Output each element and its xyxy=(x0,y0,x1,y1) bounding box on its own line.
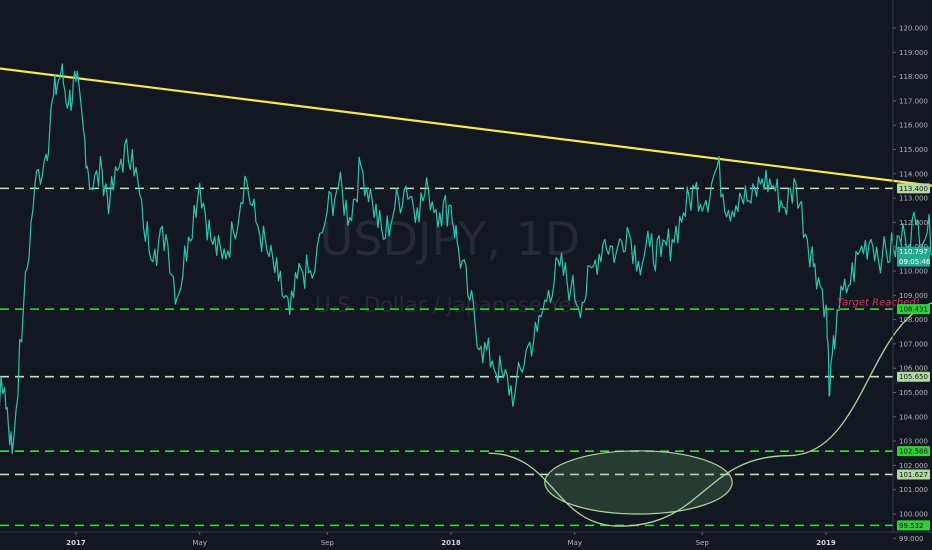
level-badge-label: 102.586 xyxy=(899,448,928,456)
x-tick-label: May xyxy=(193,539,207,547)
usdjpy-price-line xyxy=(0,63,932,454)
y-tick-label: 101.000 xyxy=(899,486,928,494)
y-tick-label: 104.000 xyxy=(899,413,928,421)
x-tick-label: May xyxy=(568,539,582,547)
y-tick-label: 103.000 xyxy=(899,438,928,446)
y-tick-label: 107.000 xyxy=(899,340,928,348)
level-badge-label: 101.627 xyxy=(899,471,928,479)
drawings-layer xyxy=(488,302,932,527)
y-tick-label: 99.000 xyxy=(899,535,924,543)
x-tick-label: 2019 xyxy=(816,539,836,547)
countdown-label: 09:05:46 xyxy=(899,258,931,266)
price-badges: 113.400 108.431 105.650 102.586 101.627 99.53… xyxy=(897,183,931,531)
watermark-symbol: USDJPY, 1D xyxy=(320,212,581,266)
level-badge xyxy=(897,183,930,194)
y-tick-label: 119.000 xyxy=(899,49,928,57)
y-tick-label: 114.000 xyxy=(899,170,928,178)
y-tick-label: 102.000 xyxy=(899,462,928,470)
y-tick-label: 112.000 xyxy=(899,219,928,227)
y-tick-label: 120.000 xyxy=(899,25,928,33)
level-badge-label: 113.400 xyxy=(899,185,928,193)
projection-curve xyxy=(488,302,932,527)
level-badge xyxy=(897,304,930,315)
descending-trendline xyxy=(0,67,932,187)
highlight-ellipse xyxy=(544,450,733,515)
y-tick-label: 100.000 xyxy=(899,511,928,519)
time-axis[interactable]: Sep2017MaySep2018MaySep2019MaySep2020May… xyxy=(0,531,932,547)
y-tick-label: 113.000 xyxy=(899,195,928,203)
y-tick-label: 109.000 xyxy=(899,292,928,300)
x-tick-label: 2017 xyxy=(66,539,86,547)
y-tick-label: 117.000 xyxy=(899,97,928,105)
x-tick-label: Sep xyxy=(321,539,335,547)
level-badge-label: 108.431 xyxy=(899,306,928,314)
price-series-layer xyxy=(0,63,932,454)
y-tick-label: 108.000 xyxy=(899,316,928,324)
level-badge xyxy=(897,520,930,531)
x-tick-label: 2018 xyxy=(441,539,461,547)
current-price-badge xyxy=(897,246,930,267)
level-badge-label: 105.650 xyxy=(899,373,928,381)
y-tick-label: 110.000 xyxy=(899,268,928,276)
x-tick-label: Sep xyxy=(696,539,710,547)
trendline-layer xyxy=(0,67,932,187)
level-badge xyxy=(897,371,930,382)
y-tick-label: 115.000 xyxy=(899,146,928,154)
y-tick-label: 105.000 xyxy=(899,389,928,397)
current-price-label: 110.797 xyxy=(899,248,928,256)
y-tick-label: 106.000 xyxy=(899,365,928,373)
y-tick-label: 116.000 xyxy=(899,122,928,130)
level-badge xyxy=(897,469,930,480)
level-badge-label: 99.532 xyxy=(899,522,924,530)
y-tick-label: 118.000 xyxy=(899,73,928,81)
target-reached-annotation: Target Reached! xyxy=(837,297,919,308)
level-badge xyxy=(897,446,930,457)
price-axis[interactable]: 98.00099.000100.000101.000102.000103.000… xyxy=(892,0,928,550)
watermark-description: U.S. Dollar / Japanese Yen xyxy=(315,293,585,317)
